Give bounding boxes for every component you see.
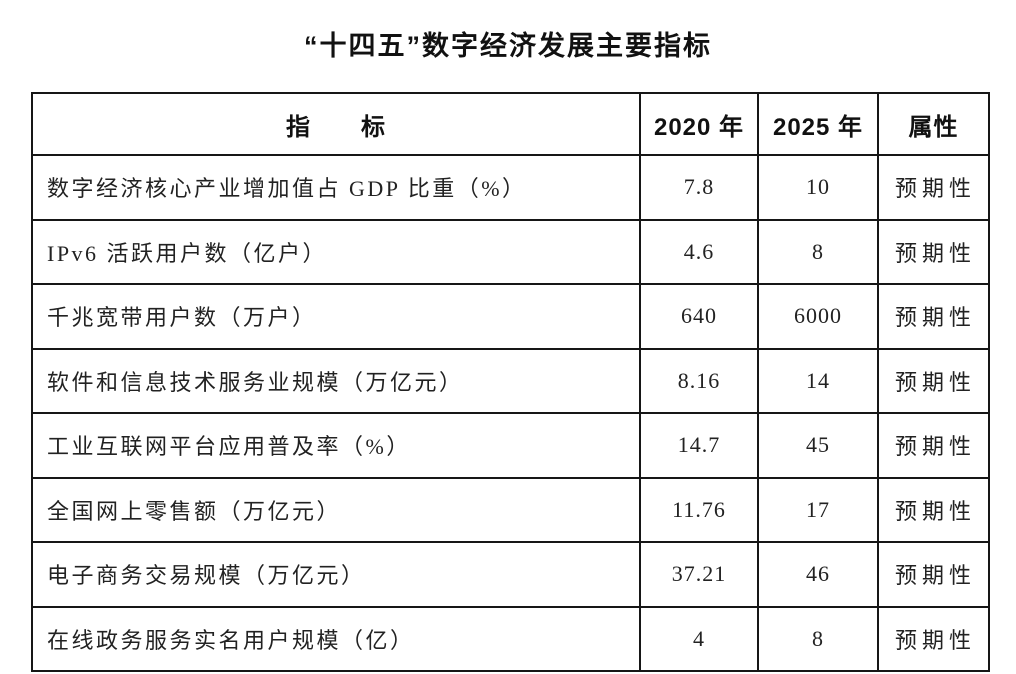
indicator-cell: 电子商务交易规模（万亿元） [31, 541, 641, 608]
table-row: 数字经济核心产业增加值占 GDP 比重（%） 7.8 10 预期性 [31, 154, 990, 221]
table-row: 在线政务服务实名用户规模（亿） 4 8 预期性 [31, 605, 990, 672]
table-row: IPv6 活跃用户数（亿户） 4.6 8 预期性 [31, 218, 990, 285]
table-row: 工业互联网平台应用普及率（%） 14.7 45 预期性 [31, 412, 990, 479]
value-2025-cell: 8 [757, 218, 879, 285]
table-body: 数字经济核心产业增加值占 GDP 比重（%） 7.8 10 预期性 IPv6 活跃用户数… [31, 154, 990, 672]
attribute-cell: 预期性 [877, 154, 990, 221]
value-2020-cell: 640 [639, 283, 759, 350]
table-row: 全国网上零售额（万亿元） 11.76 17 预期性 [31, 476, 990, 543]
table-row: 电子商务交易规模（万亿元） 37.21 46 预期性 [31, 541, 990, 608]
value-2020-cell: 8.16 [639, 347, 759, 414]
indicator-cell: IPv6 活跃用户数（亿户） [31, 218, 641, 285]
value-2025-cell: 10 [757, 154, 879, 221]
attribute-cell: 预期性 [877, 283, 990, 350]
value-2020-cell: 4.6 [639, 218, 759, 285]
attribute-cell: 预期性 [877, 541, 990, 608]
value-2025-cell: 17 [757, 476, 879, 543]
indicator-cell: 软件和信息技术服务业规模（万亿元） [31, 347, 641, 414]
page-title: “十四五”数字经济发展主要指标 [304, 31, 712, 61]
header-cell-indicator: 指 标 [31, 92, 641, 156]
attribute-cell: 预期性 [877, 605, 990, 672]
indicators-table: 指 标 2020 年 2025 年 属性 数字经济核心产业增加值占 GDP 比重… [31, 92, 990, 672]
table-row: 千兆宽带用户数（万户） 640 6000 预期性 [31, 283, 990, 350]
table-header-row: 指 标 2020 年 2025 年 属性 [31, 92, 990, 156]
indicator-cell: 全国网上零售额（万亿元） [31, 476, 641, 543]
value-2025-cell: 46 [757, 541, 879, 608]
value-2025-cell: 14 [757, 347, 879, 414]
header-cell-2025: 2025 年 [757, 92, 879, 156]
value-2020-cell: 11.76 [639, 476, 759, 543]
value-2020-cell: 14.7 [639, 412, 759, 479]
value-2025-cell: 45 [757, 412, 879, 479]
indicator-cell: 工业互联网平台应用普及率（%） [31, 412, 641, 479]
value-2025-cell: 6000 [757, 283, 879, 350]
attribute-cell: 预期性 [877, 347, 990, 414]
value-2020-cell: 7.8 [639, 154, 759, 221]
value-2020-cell: 4 [639, 605, 759, 672]
attribute-cell: 预期性 [877, 218, 990, 285]
value-2020-cell: 37.21 [639, 541, 759, 608]
indicator-cell: 数字经济核心产业增加值占 GDP 比重（%） [31, 154, 641, 221]
header-cell-attribute: 属性 [877, 92, 990, 156]
indicator-cell: 在线政务服务实名用户规模（亿） [31, 605, 641, 672]
table-row: 软件和信息技术服务业规模（万亿元） 8.16 14 预期性 [31, 347, 990, 414]
attribute-cell: 预期性 [877, 412, 990, 479]
indicator-cell: 千兆宽带用户数（万户） [31, 283, 641, 350]
value-2025-cell: 8 [757, 605, 879, 672]
attribute-cell: 预期性 [877, 476, 990, 543]
header-cell-2020: 2020 年 [639, 92, 759, 156]
